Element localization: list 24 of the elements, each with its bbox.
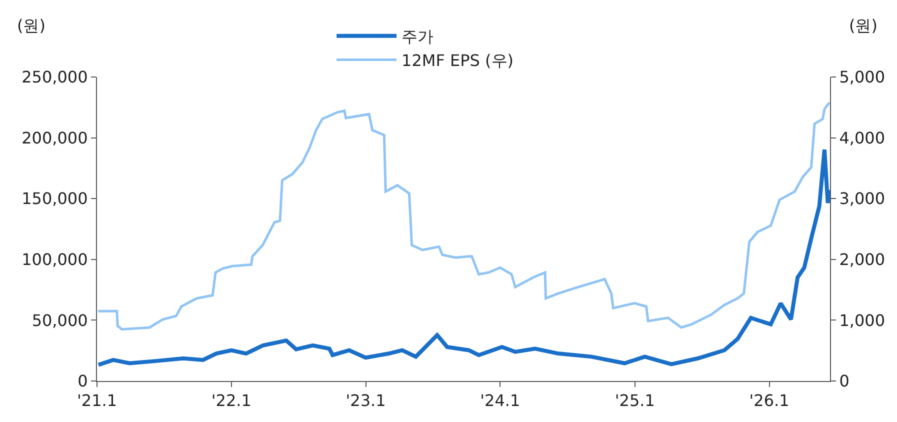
x-tick-label: '21.1 [76, 391, 118, 410]
line-series [97, 148, 830, 367]
y2-tick-label: 2,000 [839, 250, 886, 269]
y-tick-label: 250,000 [22, 68, 88, 87]
x-tick-label: '24.1 [480, 391, 520, 410]
y2-tick-label: 1,000 [839, 310, 886, 330]
y2-tick-label: 4,000 [839, 128, 886, 148]
legend-label: 12MF EPS (우) [402, 50, 514, 70]
y-tick-label: 100,000 [22, 250, 88, 269]
line-series [97, 101, 830, 331]
y2-tick-label: 0 [839, 372, 850, 391]
x-tick-label: '23.1 [346, 391, 386, 410]
y2-tick-label: 5,000 [839, 68, 886, 87]
legend-label: 주가 [402, 27, 434, 46]
y2-tick-label: 3,000 [839, 189, 886, 208]
y-axis-title: (원) [17, 16, 46, 35]
x-tick-label: '26.1 [749, 391, 790, 410]
x-tick-label: '25.1 [614, 391, 655, 410]
x-tick-label: '22.1 [211, 391, 252, 410]
y-tick-label: 50,000 [32, 310, 88, 330]
y2-axis-title: (원) [849, 16, 878, 35]
y-tick-label: 200,000 [22, 128, 88, 148]
y-tick-label: 0 [78, 372, 88, 391]
y-tick-label: 150,000 [22, 189, 88, 208]
